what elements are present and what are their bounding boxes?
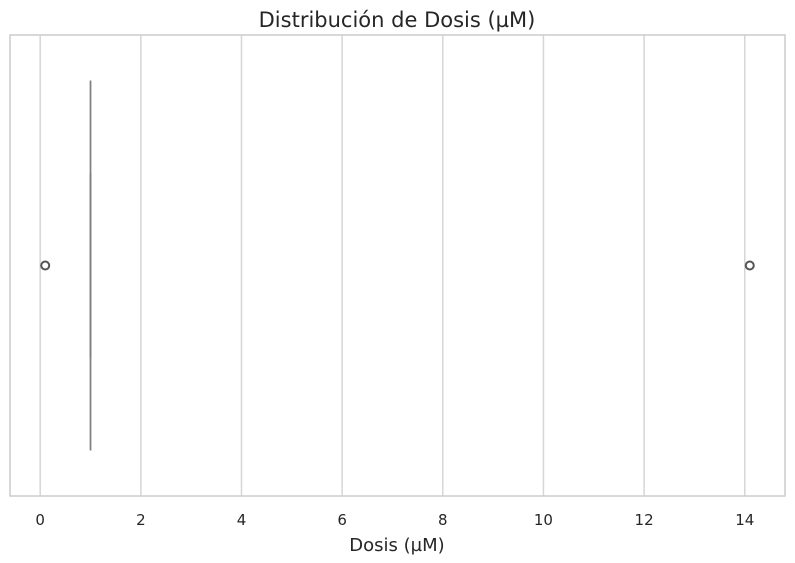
- outlier-points: [40, 260, 755, 271]
- outlier-point: [744, 260, 755, 271]
- outlier-point: [40, 260, 51, 271]
- grid-lines: [39, 35, 746, 496]
- x-tick-label: 6: [337, 511, 347, 529]
- x-tick-label: 12: [635, 511, 654, 529]
- chart-title: Distribución de Dosis (µM): [259, 8, 536, 32]
- x-tick-label: 10: [534, 511, 553, 529]
- x-tick-label: 2: [136, 511, 146, 529]
- x-axis-ticks: 0 2 4 6 8 10 12 14: [35, 511, 754, 529]
- x-tick-label: 4: [237, 511, 247, 529]
- x-tick-label: 8: [438, 511, 448, 529]
- x-tick-label: 14: [735, 511, 754, 529]
- x-axis-label: Dosis (µM): [349, 535, 444, 556]
- x-tick-label: 0: [35, 511, 45, 529]
- plot-frame: [9, 34, 786, 497]
